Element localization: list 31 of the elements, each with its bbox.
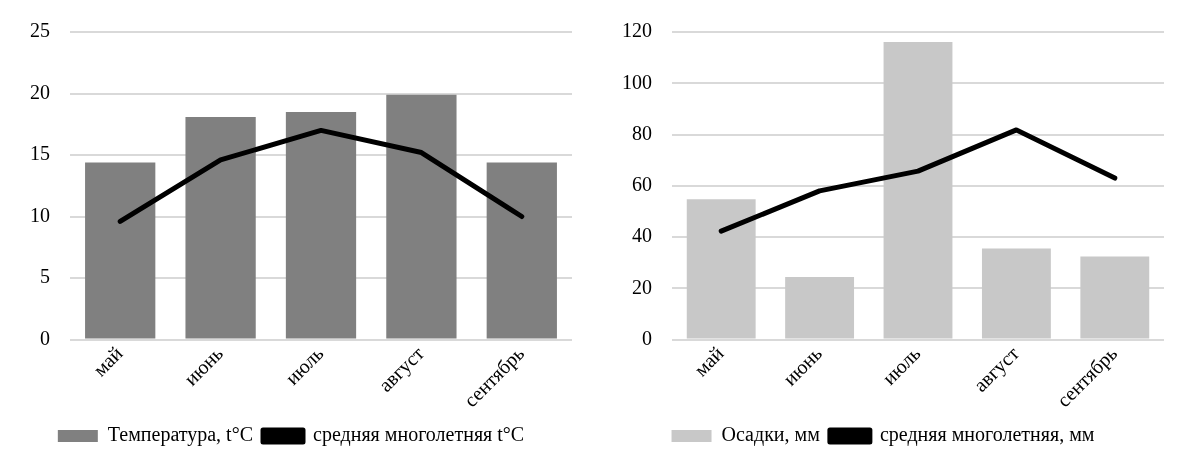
bar: [85, 162, 156, 339]
y-tick-label: 10: [30, 203, 50, 226]
y-tick-label: 120: [622, 19, 652, 42]
y-tick-label: 60: [632, 173, 652, 196]
y-tick-label: 20: [30, 80, 50, 103]
y-tick-label: 25: [30, 19, 50, 42]
y-tick-label: 80: [632, 121, 652, 144]
y-tick-label: 15: [30, 142, 50, 165]
legend-label: Температура, t°C: [107, 423, 254, 447]
bar: [386, 94, 457, 339]
y-tick-label: 5: [40, 265, 50, 288]
x-tick-label: июль: [877, 341, 925, 389]
y-tick-label: 100: [622, 70, 652, 93]
y-tick-label: 40: [632, 224, 652, 247]
bar: [883, 41, 953, 339]
bar: [686, 199, 756, 339]
legend-label: средняя многолетняя, мм: [879, 423, 1095, 447]
x-tick-label: июль: [280, 341, 328, 389]
y-tick-label: 0: [642, 326, 652, 349]
legend-label: Осадки, мм: [721, 423, 821, 447]
y-tick-label: 20: [632, 275, 652, 298]
bar: [185, 116, 256, 339]
bar: [285, 111, 357, 339]
x-tick-label: май: [689, 341, 728, 381]
bar: [486, 162, 557, 339]
bar: [981, 248, 1051, 339]
x-tick-label: май: [88, 341, 127, 381]
legend-label: средняя многолетняя t°C: [313, 423, 525, 447]
y-tick-label: 0: [40, 326, 50, 349]
bar: [1080, 256, 1150, 339]
bar: [785, 276, 855, 339]
